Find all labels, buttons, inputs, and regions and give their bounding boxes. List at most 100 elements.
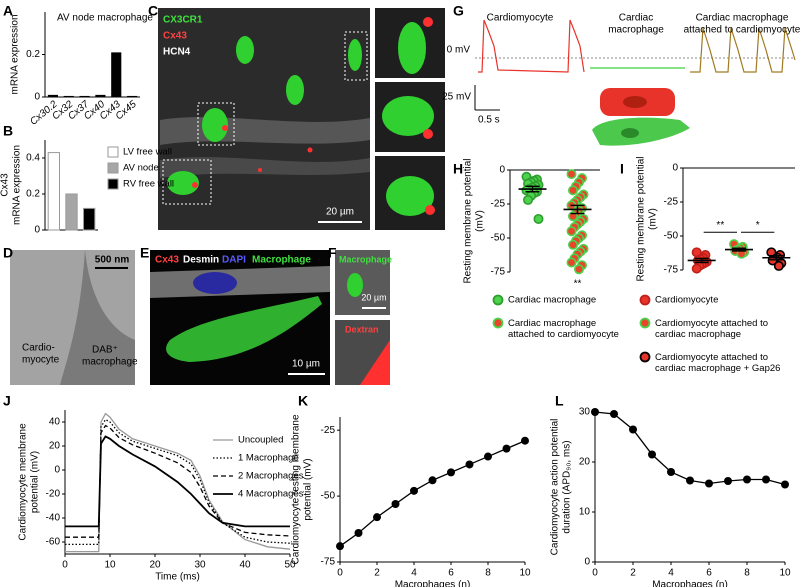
legend-marker: [639, 351, 651, 363]
line: [65, 435, 290, 528]
legend-label: Cardiomyocyte: [655, 295, 718, 306]
bar: [95, 94, 106, 97]
panel-letter: A: [3, 3, 13, 19]
image-label: Cx43: [155, 255, 179, 266]
y-axis-label: duration (APD₉₀, ms): [562, 440, 573, 533]
y-axis-label: Cx43: [0, 173, 11, 197]
y-axis-label: mRNA expression: [12, 145, 23, 225]
bar: [111, 52, 122, 97]
panel-letter: J: [3, 393, 11, 409]
y-tick-label: -50: [664, 231, 679, 242]
image-label: CX3CR1: [163, 15, 203, 26]
annotation: *: [756, 220, 760, 231]
bar: [127, 95, 138, 97]
y-tick-label: -20: [46, 489, 61, 500]
legend-label: Uncoupled: [238, 435, 283, 446]
marker: [502, 444, 511, 453]
image-label: Macrophage: [252, 255, 311, 266]
y-tick-label: -25: [491, 199, 506, 210]
legend-label: Cardiomyocyte attached to cardiac macroph…: [655, 352, 780, 374]
panel-e-image: Cx43 Desmin DAPI Macrophage 10 µm: [150, 250, 330, 385]
y-tick-label: -75: [321, 557, 336, 568]
panel-letter: G: [453, 3, 464, 19]
annotation: **: [716, 220, 724, 231]
x-axis-label: Macrophages (n): [395, 580, 471, 587]
x-axis-label: Time (ms): [155, 572, 200, 583]
trace-label: Cardiac: [619, 13, 653, 24]
image-label: DAB⁺: [92, 345, 118, 356]
x-tick-label: 0: [592, 568, 598, 579]
legend-label: Cardiac macrophage: [508, 295, 596, 306]
y-axis-label: Cardiomyocyte action potential: [550, 419, 561, 556]
marker: [428, 476, 437, 485]
legend-marker: [639, 317, 651, 329]
x-tick-label: 8: [744, 568, 750, 579]
bar: [83, 207, 96, 231]
y-axis-label: Cardiomyocyte membrane: [18, 423, 29, 541]
y-tick-label: 20: [49, 441, 61, 452]
marker: [762, 475, 770, 484]
line: [594, 411, 786, 486]
dot: [522, 194, 533, 205]
y-tick-label: 10: [579, 507, 591, 518]
y-tick-label: 0.4: [26, 153, 40, 164]
marker: [465, 460, 474, 469]
y-tick-label: 0: [34, 225, 40, 236]
legend-label: AV node: [123, 163, 159, 174]
dot: [573, 264, 584, 275]
marker: [391, 500, 400, 508]
y-axis-label: potential (mV): [303, 458, 314, 520]
legend-marker: [492, 317, 504, 329]
annotation: **: [574, 279, 582, 290]
y-tick-label: 30: [579, 407, 591, 418]
image-label: DAPI: [222, 255, 246, 266]
trace-label: macrophage: [608, 25, 664, 36]
dot: [566, 169, 577, 180]
x-tick-label: 2: [630, 568, 636, 579]
line: [65, 412, 291, 553]
x-tick-label: 10: [519, 568, 531, 579]
marker: [447, 468, 455, 477]
x-tick-label: 40: [239, 560, 251, 571]
scale-bar-label: 20 µm: [326, 207, 354, 218]
y-tick-label: 0: [54, 465, 60, 476]
legend-swatch: [107, 178, 119, 190]
y-tick-label: -75: [664, 265, 679, 276]
panel-letter: C: [148, 3, 158, 19]
dot: [567, 185, 578, 196]
dot: [567, 239, 578, 250]
y-tick-label: 0: [499, 165, 505, 176]
y-tick-label: 0.2: [26, 189, 40, 200]
y-axis-label: (mV): [648, 208, 659, 230]
y-tick-label: 0: [584, 557, 590, 568]
marker: [410, 486, 418, 495]
y-axis-label: potential (mV): [30, 451, 41, 513]
y-tick-label: -40: [46, 513, 61, 524]
scale-bar-label: 20 µm: [361, 292, 386, 302]
y-axis-label: mRNA expression: [10, 14, 21, 94]
x-tick-label: 10: [104, 560, 116, 571]
y-tick-label: 40: [49, 417, 61, 428]
trace-label: Cardiomyocyte: [487, 13, 554, 24]
scale-bar-label: 0.5 s: [478, 115, 500, 126]
x-tick-label: 4: [411, 568, 417, 579]
scale-bar-label: 10 µm: [292, 359, 320, 370]
bar: [65, 193, 78, 231]
legend-label: 2 Macrophages: [238, 471, 304, 482]
image-label: HCN4: [163, 47, 191, 58]
x-axis-label: Macrophages (n): [652, 580, 728, 587]
y-tick-label: -25: [664, 197, 679, 208]
legend-label: LV free wall: [123, 147, 172, 158]
image-label: Cx43: [163, 31, 187, 42]
y-axis-label: Cardiomyocyte resting membrane: [291, 414, 302, 564]
x-tick-label: 8: [485, 568, 491, 579]
scale-bar-label: 25 mV: [442, 92, 471, 103]
y-axis-label: Resting membrane potential: [636, 156, 647, 281]
y-tick-label: -50: [321, 491, 336, 502]
legend-label: 1 Macrophage: [238, 453, 299, 464]
panel-c-image: CX3CR1 Cx43 HCN4 20 µm: [158, 8, 445, 230]
image-label: myocyte: [22, 355, 60, 366]
x-tick-label: 2: [374, 568, 380, 579]
annotation: AV node macrophage: [57, 13, 153, 24]
